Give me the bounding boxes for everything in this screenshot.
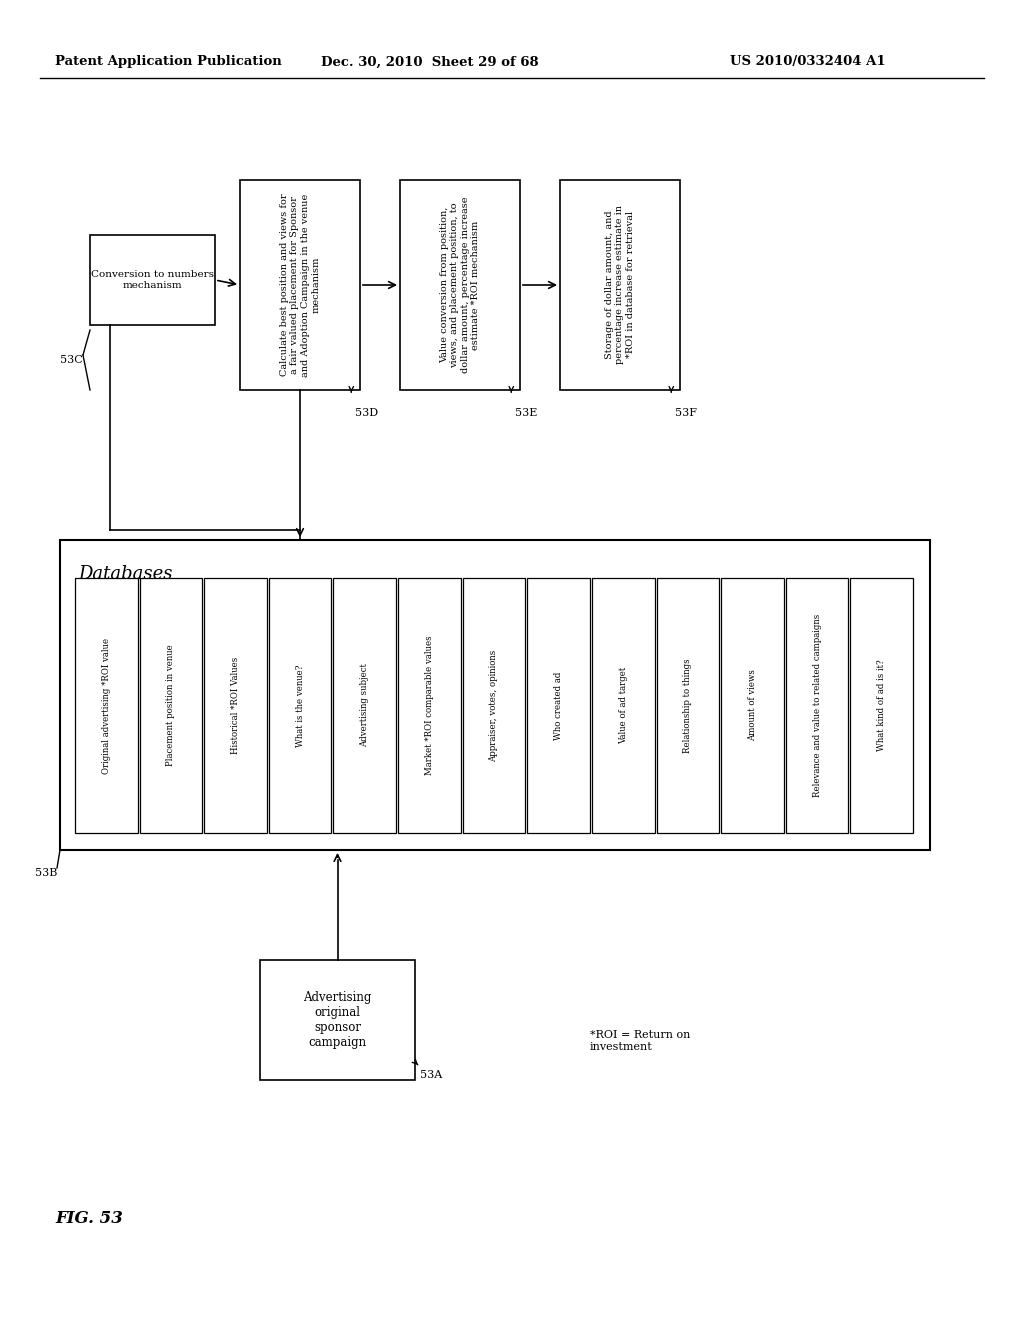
Bar — [592, 578, 654, 833]
Bar — [721, 578, 783, 833]
Text: FIG. 53: FIG. 53 — [55, 1210, 123, 1228]
Text: What kind of ad is it?: What kind of ad is it? — [878, 660, 886, 751]
Bar — [463, 578, 525, 833]
Bar — [334, 578, 396, 833]
Bar — [75, 578, 137, 833]
Text: Original advertising *ROI value: Original advertising *ROI value — [101, 638, 111, 774]
Text: Patent Application Publication: Patent Application Publication — [55, 55, 282, 69]
Text: Advertising
original
sponsor
campaign: Advertising original sponsor campaign — [303, 991, 372, 1049]
Bar — [260, 960, 415, 1080]
Text: Appraiser, votes, opinions: Appraiser, votes, opinions — [489, 649, 499, 762]
Text: Value conversion from position,
views, and placement position, to
dollar amount,: Value conversion from position, views, a… — [440, 197, 480, 374]
Text: Storage of dollar amount, and
percentage increase estimate in
*ROI in database f: Storage of dollar amount, and percentage… — [605, 206, 635, 364]
Text: Conversion to numbers
mechanism: Conversion to numbers mechanism — [91, 271, 214, 289]
Text: Who created ad: Who created ad — [554, 672, 563, 739]
Text: Value of ad target: Value of ad target — [618, 667, 628, 744]
Text: 53B: 53B — [35, 869, 57, 878]
Bar — [269, 578, 332, 833]
Bar — [785, 578, 849, 833]
Bar — [400, 180, 520, 389]
Text: Databases: Databases — [78, 565, 172, 583]
Bar — [656, 578, 719, 833]
Bar — [90, 235, 215, 325]
Bar — [850, 578, 913, 833]
Text: Relevance and value to related campaigns: Relevance and value to related campaigns — [813, 614, 821, 797]
Bar — [204, 578, 267, 833]
Bar — [240, 180, 360, 389]
Text: Calculate best position and views for
a fair valued placement for Sponsor
and Ad: Calculate best position and views for a … — [280, 193, 321, 376]
Text: Advertising subject: Advertising subject — [360, 664, 370, 747]
Text: Dec. 30, 2010  Sheet 29 of 68: Dec. 30, 2010 Sheet 29 of 68 — [322, 55, 539, 69]
Text: US 2010/0332404 A1: US 2010/0332404 A1 — [730, 55, 886, 69]
Text: Market *ROI comparable values: Market *ROI comparable values — [425, 636, 434, 775]
Bar — [560, 180, 680, 389]
Text: 53A: 53A — [420, 1071, 442, 1080]
Text: Relationship to things: Relationship to things — [683, 659, 692, 752]
Bar — [398, 578, 461, 833]
Text: Placement position in venue: Placement position in venue — [167, 644, 175, 767]
Text: *ROI = Return on
investment: *ROI = Return on investment — [590, 1030, 690, 1052]
Text: Amount of views: Amount of views — [748, 669, 757, 742]
Text: 53E: 53E — [515, 408, 538, 418]
Bar — [527, 578, 590, 833]
Bar — [60, 540, 930, 850]
Text: What is the venue?: What is the venue? — [296, 664, 305, 747]
Text: 53F: 53F — [675, 408, 697, 418]
Text: Historical *ROI Values: Historical *ROI Values — [231, 657, 240, 754]
Text: 53D: 53D — [355, 408, 378, 418]
Bar — [139, 578, 202, 833]
Text: 53C: 53C — [60, 355, 83, 366]
